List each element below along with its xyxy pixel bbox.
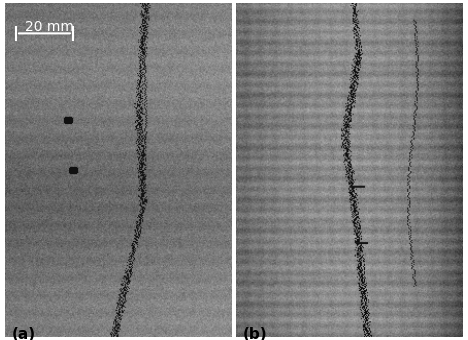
Text: 20 mm: 20 mm	[24, 20, 73, 34]
Text: (b): (b)	[243, 327, 268, 340]
Text: (a): (a)	[12, 327, 36, 340]
